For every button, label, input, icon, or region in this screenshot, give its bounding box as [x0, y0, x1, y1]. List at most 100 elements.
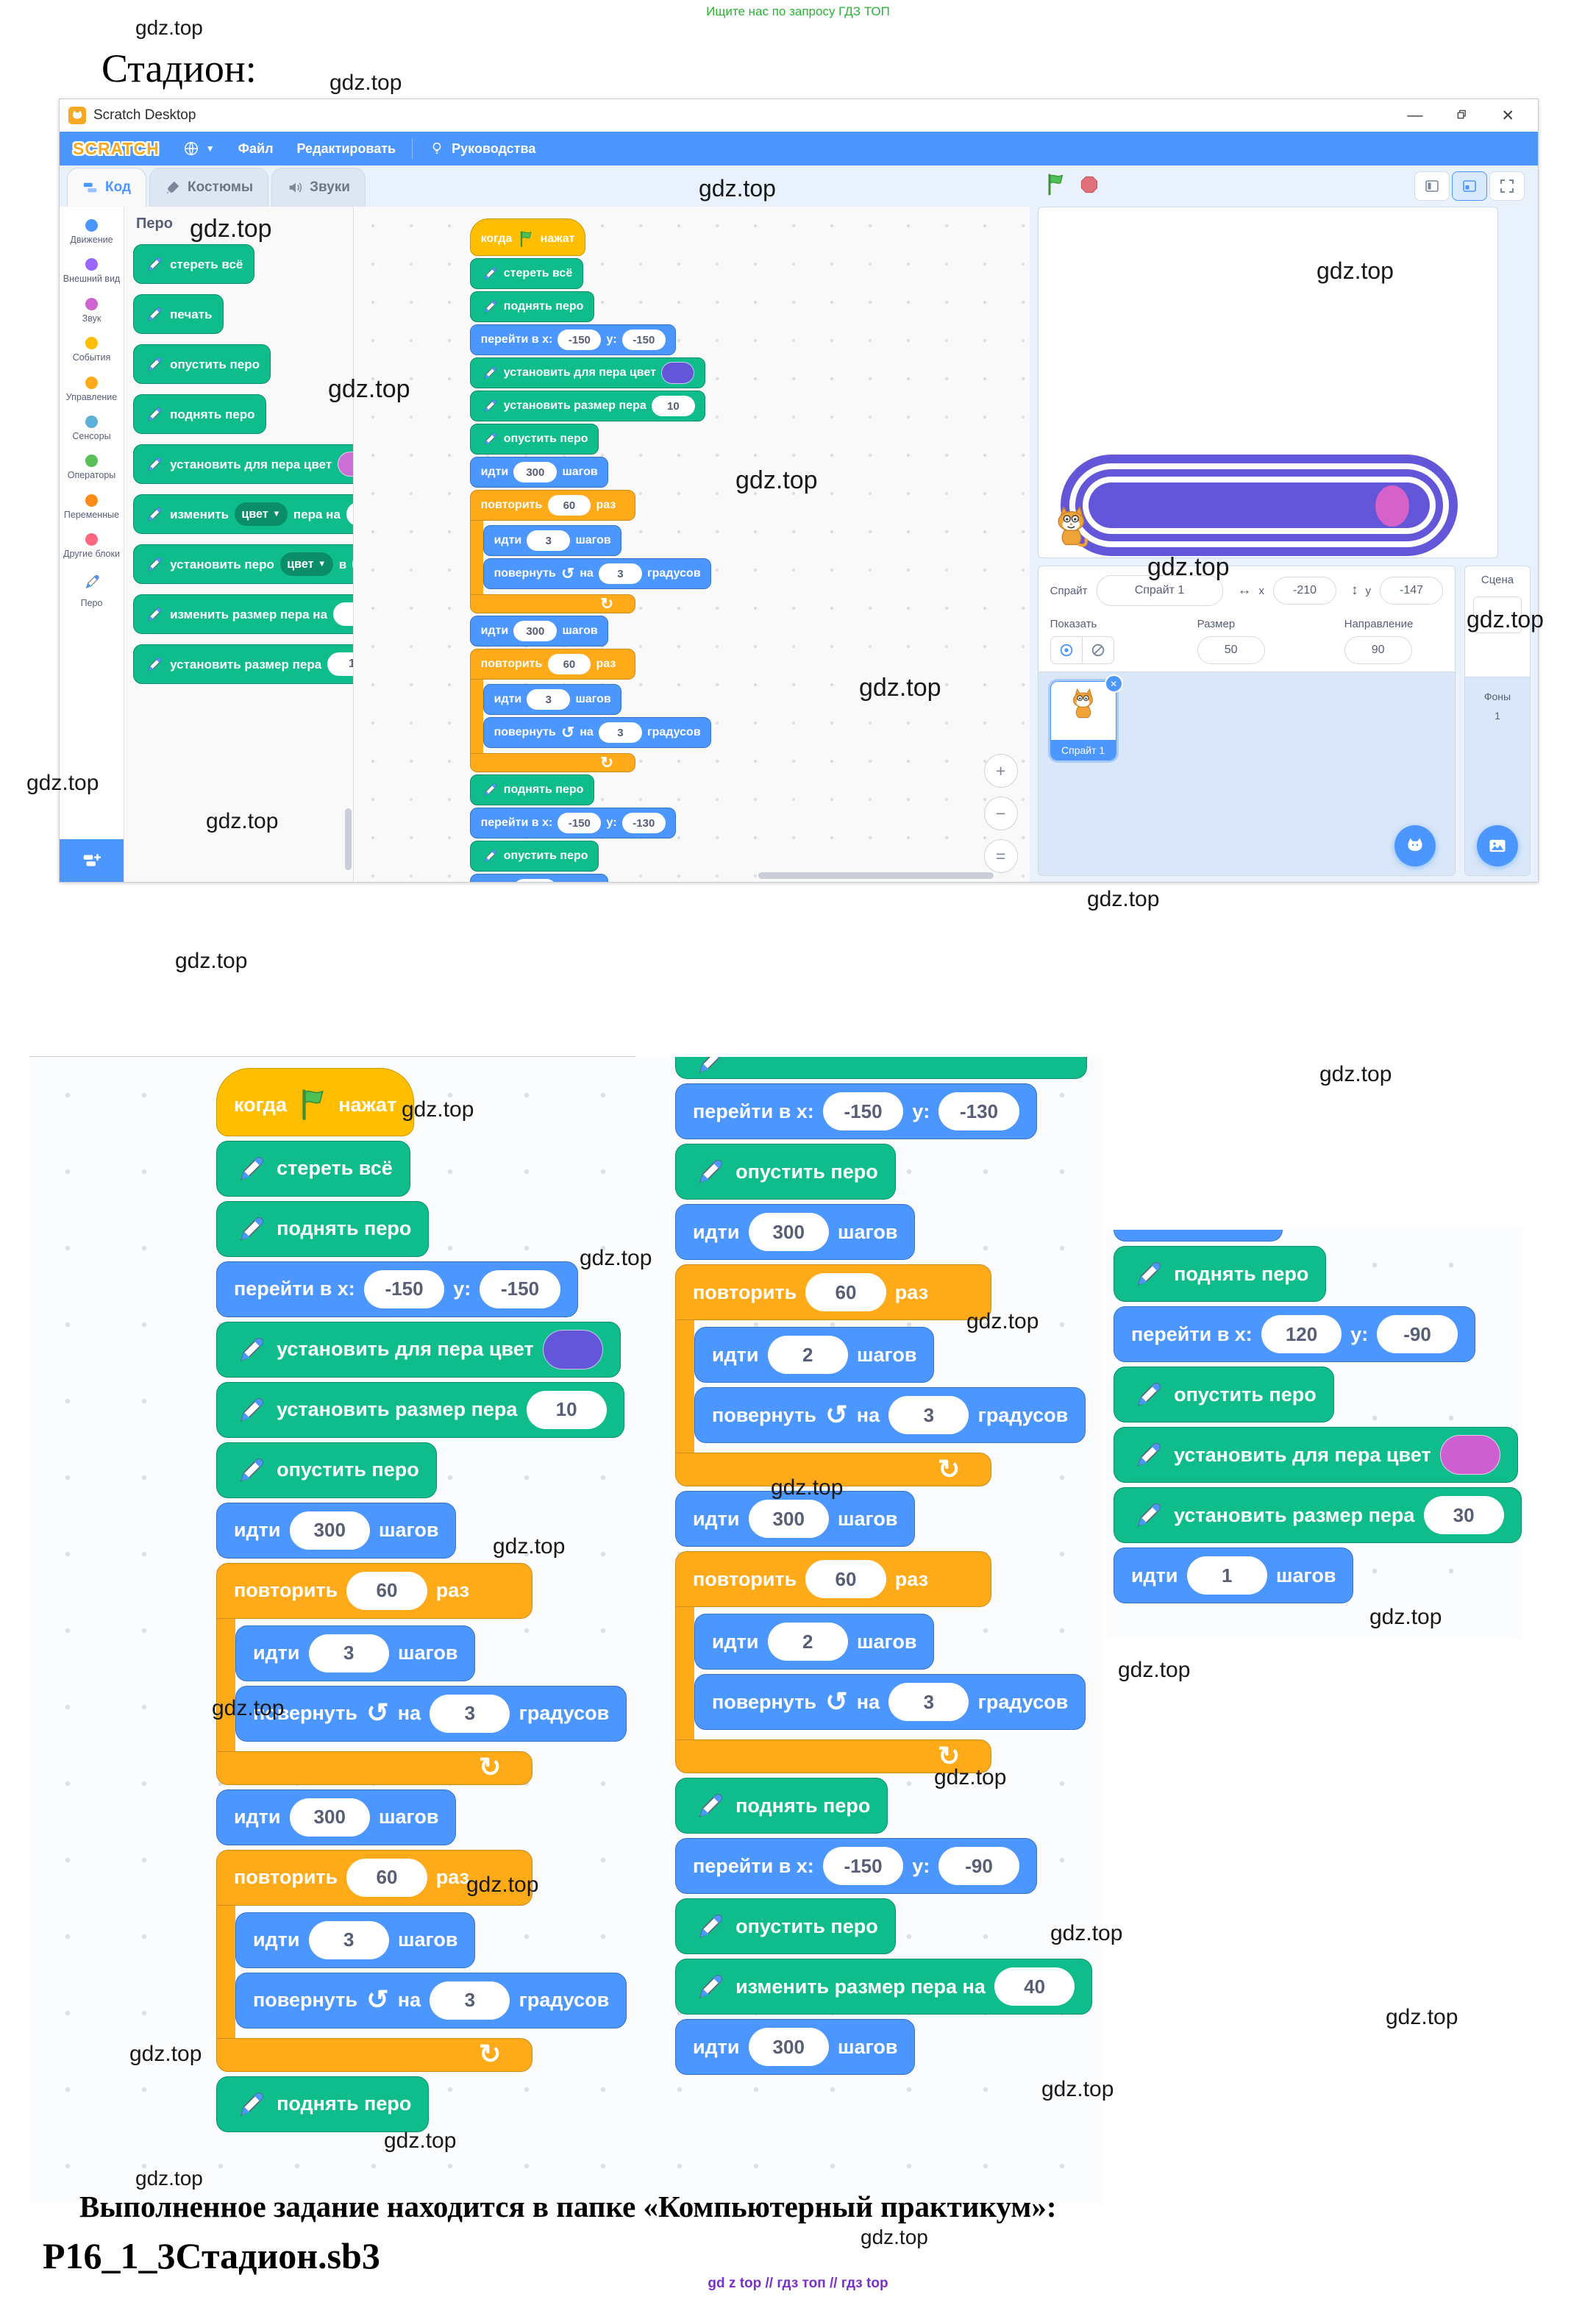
- promo-link[interactable]: Ищите нас по запросу ГДЗ ТОП: [706, 4, 890, 18]
- block-input[interactable]: 30: [1423, 1496, 1504, 1534]
- block-dropdown[interactable]: цвет ▼: [279, 552, 334, 576]
- script-block[interactable]: перейти в x: -150 y: -150: [216, 1261, 578, 1317]
- backdrop-thumbnail[interactable]: [1473, 596, 1522, 633]
- script-block[interactable]: стереть всё: [470, 258, 583, 290]
- block-input[interactable]: -150: [557, 813, 602, 834]
- menu-edit[interactable]: Редактировать: [296, 140, 396, 156]
- block-input[interactable]: 300: [513, 621, 557, 642]
- script-block[interactable]: поднять перо: [470, 291, 594, 323]
- zoom-reset-button[interactable]: =: [983, 839, 1018, 873]
- code-horizontal-scrollbar[interactable]: [758, 872, 994, 879]
- category-Звук[interactable]: Звук: [60, 291, 124, 330]
- script-block[interactable]: опустить перо: [470, 424, 599, 455]
- script-block[interactable]: установить размер пера 10: [470, 391, 706, 422]
- block-input[interactable]: 10: [526, 1390, 607, 1429]
- palette-scrollbar[interactable]: [345, 808, 352, 870]
- small-stage-button[interactable]: [1414, 171, 1450, 201]
- sprite-size-input[interactable]: 50: [1197, 636, 1265, 664]
- category-Операторы[interactable]: Операторы: [60, 448, 124, 487]
- stage[interactable]: [1037, 207, 1498, 558]
- script-block[interactable]: поднять перо: [216, 1200, 430, 1257]
- tab-sounds[interactable]: Звуки: [271, 168, 366, 207]
- script-block[interactable]: повернуть ↺ на 3 градусов: [483, 558, 712, 590]
- script-block[interactable]: поднять перо: [470, 774, 594, 806]
- zoom-in-button[interactable]: +: [983, 754, 1018, 788]
- clipped-block[interactable]: [1114, 1230, 1283, 1242]
- category-Управление[interactable]: Управление: [60, 370, 124, 409]
- block-input[interactable]: -130: [938, 1092, 1019, 1130]
- script-block[interactable]: идти 2 шагов: [694, 1614, 935, 1670]
- hide-sprite-button[interactable]: [1082, 636, 1114, 664]
- menu-file[interactable]: Файл: [238, 140, 274, 156]
- script-block[interactable]: опустить перо: [675, 1898, 896, 1954]
- repeat-block[interactable]: повторить 60 раз идти 3 шагов повернуть ↺ на 3 гра…: [216, 1849, 627, 2072]
- block-input[interactable]: -150: [557, 330, 602, 351]
- category-Перо[interactable]: Перо: [60, 566, 124, 615]
- script-block[interactable]: стереть всё: [133, 244, 254, 284]
- script-block[interactable]: идти 1 шагов: [1114, 1547, 1354, 1603]
- block-input[interactable]: 3: [888, 1683, 969, 1721]
- block-input[interactable]: -150: [621, 330, 666, 351]
- script-block[interactable]: повернуть ↺ на 3 градусов: [235, 1685, 627, 1742]
- block-input[interactable]: 2: [767, 1336, 848, 1374]
- script-block[interactable]: поднять перо: [133, 394, 266, 434]
- close-button[interactable]: ✕: [1501, 107, 1514, 124]
- block-input[interactable]: 3: [430, 1981, 510, 2020]
- block-input[interactable]: 120: [1261, 1315, 1342, 1353]
- script-block[interactable]: стереть всё: [216, 1140, 410, 1197]
- tab-costumes[interactable]: Костюмы: [149, 168, 269, 207]
- script-block[interactable]: повернуть ↺ на 3 градусов: [235, 1972, 627, 2029]
- script-block[interactable]: установить для пера цвет: [470, 357, 706, 389]
- sprite-card[interactable]: ✕ Спрайт 1: [1050, 674, 1123, 761]
- script-block[interactable]: идти 3 шагов: [483, 525, 622, 557]
- script-block[interactable]: перейти в x: -150 y: -130: [675, 1083, 1037, 1139]
- script-block[interactable]: установить размер пера 30: [1114, 1487, 1522, 1543]
- script-block[interactable]: опустить перо: [216, 1442, 437, 1498]
- repeat-block[interactable]: повторить 60 раз идти 3 шагов повернуть ↺ на 3 гра…: [216, 1562, 627, 1785]
- block-input[interactable]: -150: [480, 1269, 560, 1308]
- block-input[interactable]: 300: [513, 462, 557, 483]
- block-input[interactable]: -90: [1377, 1315, 1458, 1353]
- color-swatch[interactable]: [1439, 1435, 1501, 1475]
- block-input[interactable]: 300: [513, 879, 557, 882]
- repeat-block[interactable]: повторить 60 раз идти 3 шагов повернуть ↺ на 3 гра…: [470, 649, 712, 773]
- block-input[interactable]: 300: [289, 1798, 370, 1837]
- block-input[interactable]: 3: [308, 1920, 389, 1959]
- block-input[interactable]: 1: [1186, 1556, 1267, 1595]
- hat-block[interactable]: когда нажат: [216, 1068, 415, 1136]
- block-input[interactable]: 40: [994, 1967, 1075, 2006]
- block-input[interactable]: 300: [748, 1500, 829, 1538]
- category-Переменные[interactable]: Переменные: [60, 488, 124, 527]
- script-block[interactable]: повернуть ↺ на 3 градусов: [694, 1674, 1086, 1730]
- script-block[interactable]: повернуть ↺ на 3 градусов: [483, 717, 712, 749]
- script-block[interactable]: перейти в x: -150 y: -150: [470, 324, 677, 356]
- scratch-logo[interactable]: SCRATCH: [73, 138, 160, 158]
- block-input[interactable]: 1: [327, 652, 353, 676]
- block-input[interactable]: 3: [598, 722, 642, 744]
- block-input[interactable]: 60: [346, 1858, 427, 1897]
- color-swatch[interactable]: [661, 362, 695, 385]
- add-sprite-button[interactable]: [1394, 825, 1436, 866]
- block-input[interactable]: 300: [748, 1213, 829, 1251]
- code-area[interactable]: когда нажат стереть всё поднять перо перейти…: [354, 207, 1030, 882]
- script-block[interactable]: идти 3 шагов: [235, 1912, 476, 1968]
- category-Другие блоки[interactable]: Другие блоки: [60, 527, 124, 566]
- repeat-block[interactable]: повторить 60 раз идти 3 шагов повернуть ↺ на 3 гра…: [470, 490, 712, 614]
- sprite-direction-input[interactable]: 90: [1344, 636, 1412, 664]
- clipped-block[interactable]: [675, 1057, 1087, 1079]
- block-input[interactable]: 300: [289, 1511, 370, 1550]
- script-block[interactable]: установить для пера цвет: [1114, 1427, 1519, 1483]
- hat-block[interactable]: когда нажат: [470, 218, 586, 257]
- block-input[interactable]: 1: [332, 602, 353, 626]
- add-backdrop-button[interactable]: [1477, 825, 1518, 866]
- show-sprite-button[interactable]: [1050, 636, 1083, 664]
- block-input[interactable]: 300: [748, 2028, 829, 2066]
- script-block[interactable]: поднять перо: [1114, 1246, 1327, 1302]
- block-input[interactable]: 3: [527, 689, 571, 710]
- script-block[interactable]: опустить перо: [1114, 1367, 1334, 1422]
- script-block[interactable]: опустить перо: [675, 1144, 896, 1200]
